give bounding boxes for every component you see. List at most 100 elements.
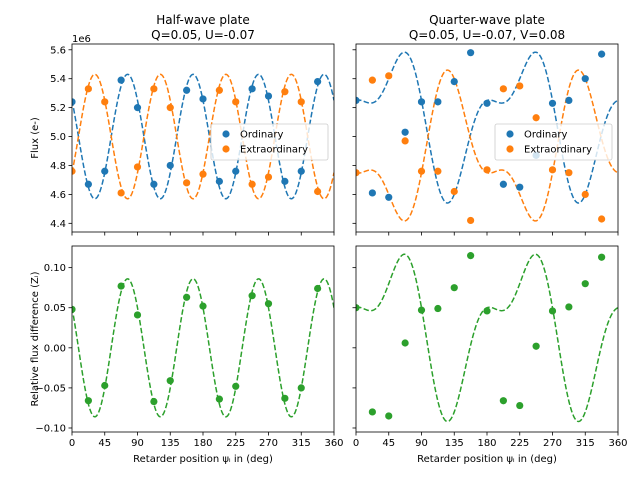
- data-point-difference: [385, 412, 393, 420]
- data-point-difference: [598, 253, 606, 261]
- x-tick-label: 315: [292, 438, 311, 449]
- y-offset-text: 1e6: [72, 34, 91, 45]
- data-point-ordinary: [84, 180, 92, 188]
- panel-title: Half-wave plate: [156, 13, 249, 27]
- data-point-ordinary: [199, 95, 207, 103]
- data-point-ordinary: [467, 49, 475, 57]
- data-point-difference: [133, 311, 142, 319]
- data-point-extraordinary: [450, 187, 458, 196]
- data-point-difference: [264, 300, 273, 308]
- x-tick-label: 90: [131, 438, 144, 449]
- data-point-difference: [199, 302, 207, 310]
- data-point-difference: [150, 397, 158, 406]
- y-tick-label: 5.4: [50, 74, 66, 85]
- x-tick-label: 270: [259, 438, 278, 449]
- x-tick-label: 180: [477, 438, 496, 449]
- data-point-ordinary: [297, 167, 305, 175]
- legend-label-ordinary: Ordinary: [524, 130, 568, 141]
- data-point-extraordinary: [532, 114, 540, 122]
- panel-title: Quarter-wave plate: [429, 13, 545, 27]
- data-point-difference: [101, 381, 109, 390]
- data-point-extraordinary: [434, 167, 442, 175]
- data-point-extraordinary: [281, 88, 289, 96]
- data-point-extraordinary: [483, 166, 491, 174]
- data-point-extraordinary: [248, 180, 256, 188]
- y-tick-label: 5.6: [50, 45, 66, 56]
- y-tick-label: 4.6: [50, 190, 66, 201]
- y-tick-label: 5.2: [50, 103, 66, 114]
- y-axis-label: Relative flux difference (Zᵢ): [30, 271, 41, 406]
- data-point-extraordinary: [516, 82, 524, 90]
- data-point-extraordinary: [72, 167, 76, 175]
- y-tick-label: 4.4: [50, 219, 66, 230]
- data-point-ordinary: [516, 183, 524, 191]
- data-point-extraordinary: [499, 85, 507, 93]
- data-point-extraordinary: [385, 72, 393, 80]
- data-point-difference: [314, 284, 322, 293]
- data-point-extraordinary: [565, 169, 573, 177]
- data-point-ordinary: [248, 85, 256, 93]
- panel-subtitle: Q=0.05, U=-0.07: [151, 28, 255, 42]
- data-point-difference: [368, 408, 376, 416]
- x-tick-label: 360: [324, 438, 343, 449]
- data-point-extraordinary: [401, 137, 409, 145]
- data-point-ordinary: [215, 177, 223, 185]
- data-point-extraordinary: [232, 98, 240, 106]
- legend-label-extraordinary: Extraordinary: [240, 145, 308, 156]
- chart-panel-top-left: 4.4 4.6 4.8 5.0 5.2 5.4 5.6 1e6 Half-wave plateQ…: [30, 13, 335, 236]
- legend-marker-extraordinary: [506, 145, 514, 153]
- data-point-difference: [434, 304, 442, 313]
- data-point-ordinary: [183, 86, 191, 94]
- x-tick-label: 270: [543, 438, 562, 449]
- data-point-difference: [248, 292, 256, 300]
- data-point-difference: [232, 382, 240, 390]
- x-tick-label: 135: [445, 438, 464, 449]
- data-point-ordinary: [133, 104, 142, 112]
- data-point-difference: [483, 307, 491, 315]
- data-point-difference: [356, 304, 360, 312]
- data-point-extraordinary: [314, 187, 322, 196]
- data-point-ordinary: [385, 193, 393, 201]
- data-point-extraordinary: [598, 215, 606, 223]
- data-point-difference: [581, 280, 589, 288]
- data-point-difference: [84, 397, 92, 405]
- data-point-ordinary: [281, 177, 289, 185]
- data-point-ordinary: [150, 180, 158, 188]
- data-point-difference: [281, 394, 289, 402]
- y-tick-label: 5.0: [50, 132, 66, 143]
- data-point-ordinary: [72, 98, 76, 106]
- data-point-ordinary: [499, 180, 507, 188]
- x-tick-label: 225: [226, 438, 245, 449]
- data-point-ordinary: [232, 167, 240, 175]
- data-point-ordinary: [101, 167, 109, 175]
- data-point-difference: [565, 303, 573, 311]
- chart-panel-bottom-right: 0 45 90 135 180 225 270 315 360 Retarder position…: [352, 245, 628, 465]
- data-point-extraordinary: [133, 163, 142, 171]
- data-point-difference: [183, 293, 191, 301]
- data-point-extraordinary: [297, 98, 305, 106]
- legend-label-ordinary: Ordinary: [240, 130, 284, 141]
- data-point-extraordinary: [166, 104, 174, 112]
- data-point-ordinary: [548, 99, 557, 107]
- axes-frame: [355, 245, 619, 433]
- data-point-difference: [297, 384, 305, 392]
- data-point-extraordinary: [356, 169, 360, 177]
- y-tick-label: 4.8: [50, 161, 66, 172]
- legend-frame: [494, 123, 613, 161]
- legend-label-extraordinary: Extraordinary: [524, 145, 592, 156]
- data-point-difference: [532, 342, 540, 350]
- x-tick-label: 315: [576, 438, 595, 449]
- data-point-ordinary: [166, 161, 174, 170]
- axes-frame: [71, 245, 335, 433]
- data-point-ordinary: [581, 75, 589, 83]
- data-point-difference: [467, 252, 475, 260]
- legend-marker-ordinary: [222, 130, 230, 138]
- data-point-extraordinary: [150, 85, 158, 93]
- data-point-ordinary: [565, 96, 573, 104]
- data-point-ordinary: [598, 50, 606, 58]
- data-point-difference: [166, 377, 174, 385]
- data-point-difference: [450, 284, 458, 292]
- data-point-extraordinary: [117, 189, 125, 197]
